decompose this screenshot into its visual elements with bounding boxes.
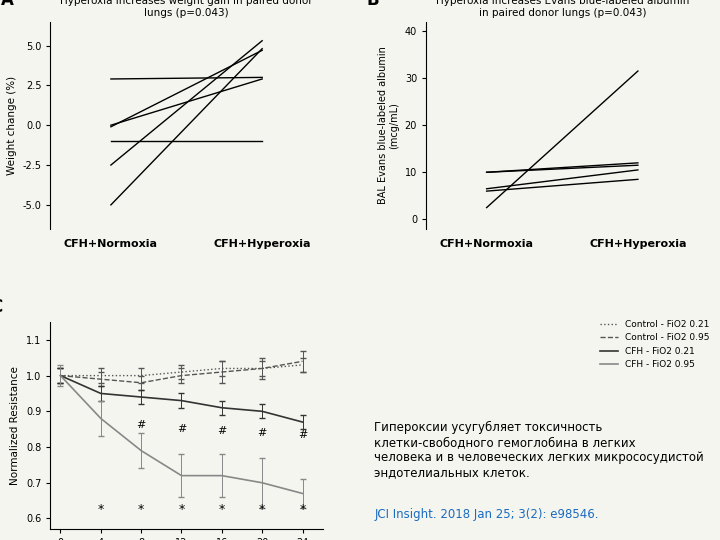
Text: *: * <box>259 503 265 516</box>
Text: A: A <box>1 0 14 9</box>
Text: #: # <box>137 420 146 430</box>
Y-axis label: BAL Evans blue-labeled albumin
(mcg/mL): BAL Evans blue-labeled albumin (mcg/mL) <box>377 46 399 204</box>
Text: C: C <box>0 298 3 316</box>
Text: #: # <box>298 430 307 440</box>
Text: *: * <box>179 503 184 516</box>
Text: *: * <box>300 503 305 516</box>
Title: Hyperoxia increases weight gain in paired donor
lungs (p=0.043): Hyperoxia increases weight gain in paire… <box>60 0 313 18</box>
Text: Гипероксии усугубляет токсичность клетки-свободного гемоглобина в легких
человек: Гипероксии усугубляет токсичность клетки… <box>374 421 704 480</box>
Y-axis label: Normalized Resistance: Normalized Resistance <box>11 366 20 485</box>
Text: #: # <box>217 426 227 436</box>
Title: Hyperoxia increases Evans blue-labeled albumin
in paired donor lungs (p=0.043): Hyperoxia increases Evans blue-labeled a… <box>436 0 689 18</box>
Legend: Control - FiO2 0.21, Control - FiO2 0.95, CFH - FiO2 0.21, CFH - FiO2 0.95: Control - FiO2 0.21, Control - FiO2 0.95… <box>596 316 713 373</box>
Text: *: * <box>98 503 104 516</box>
Text: JCI Insight. 2018 Jan 25; 3(2): e98546.: JCI Insight. 2018 Jan 25; 3(2): e98546. <box>374 508 599 521</box>
Text: *: * <box>138 503 144 516</box>
Text: *: * <box>219 503 225 516</box>
Y-axis label: Weight change (%): Weight change (%) <box>6 76 17 175</box>
Text: #: # <box>177 424 186 434</box>
Text: B: B <box>366 0 379 9</box>
Text: #: # <box>258 428 267 438</box>
